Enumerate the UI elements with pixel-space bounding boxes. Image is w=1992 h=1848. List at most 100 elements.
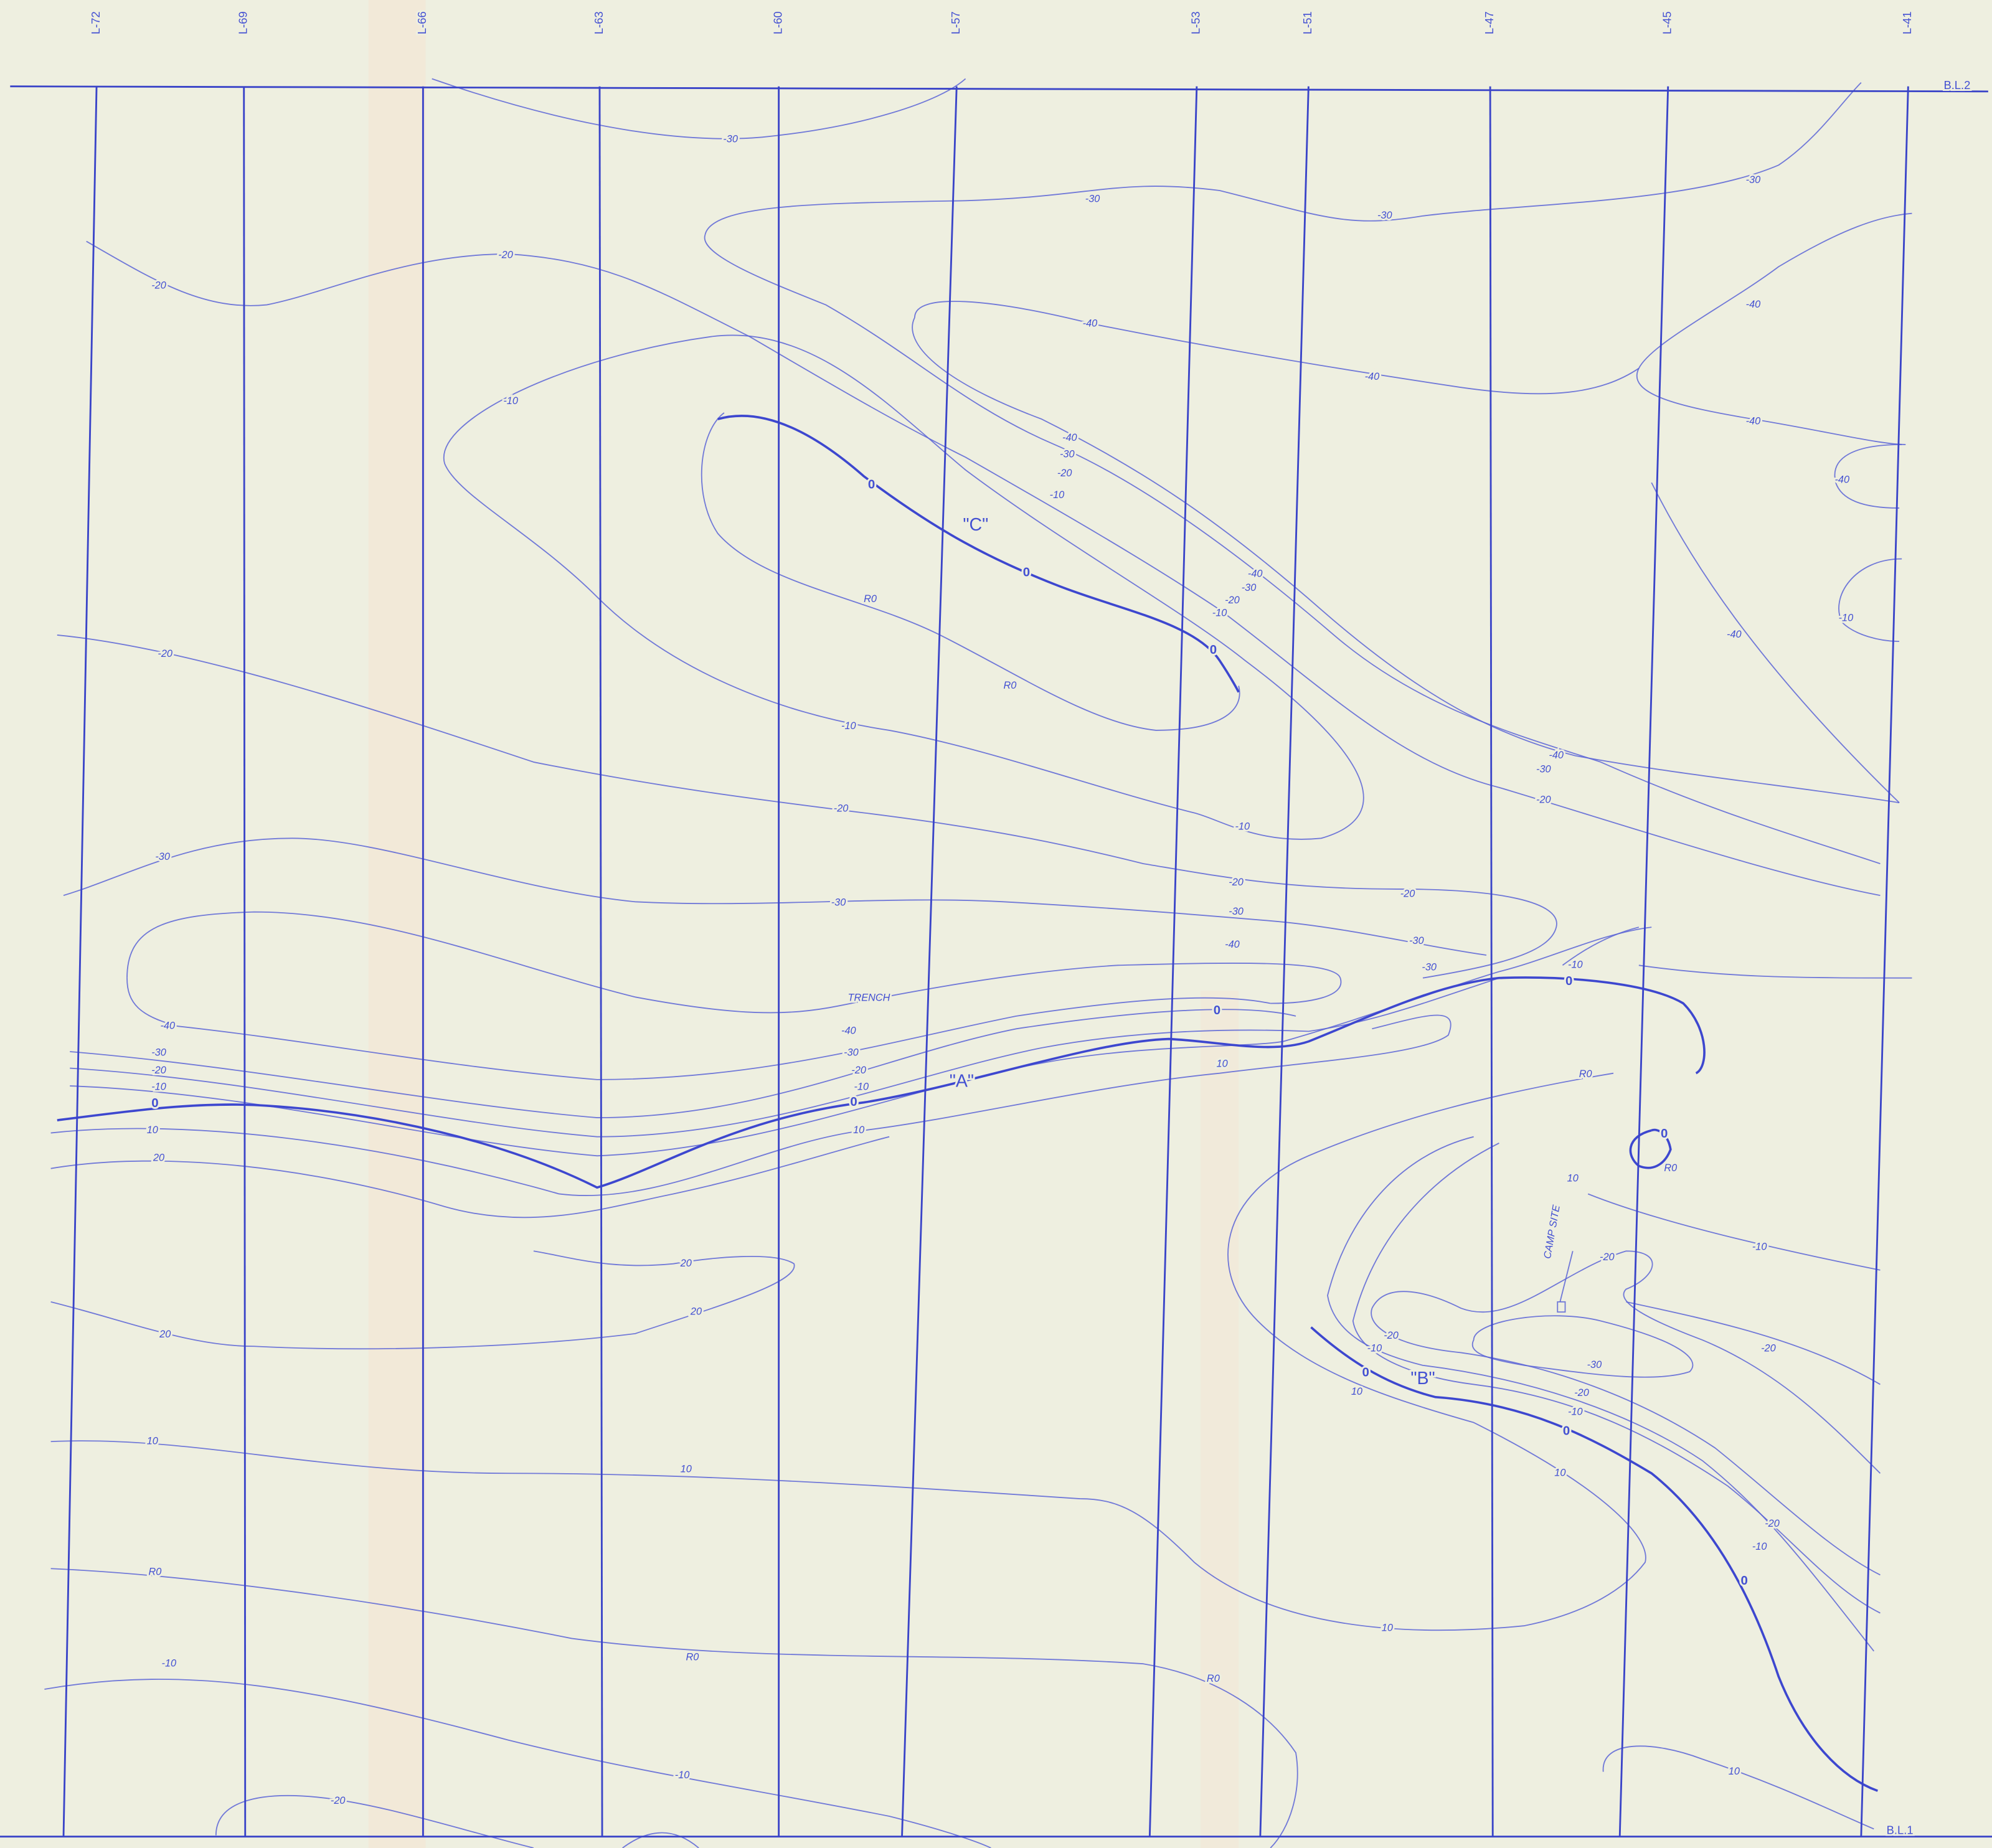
- survey-line-label: L-45: [1661, 11, 1674, 34]
- contour: [57, 634, 1557, 979]
- contour: [1638, 964, 1912, 979]
- survey-line-label: L-60: [771, 11, 784, 34]
- contour-label: -20: [1574, 1387, 1589, 1398]
- contours: [44, 78, 1912, 1848]
- contour-label: 0: [1210, 643, 1217, 657]
- contour: [126, 978, 1271, 1080]
- contour-label: -10: [151, 1081, 166, 1092]
- survey-line-label: L-51: [1301, 11, 1314, 34]
- baseline-label: B.L.2: [1943, 78, 1970, 92]
- contour-label: -10: [1568, 1407, 1583, 1418]
- contour-label: 10: [147, 1124, 158, 1136]
- survey-line-label: L-53: [1189, 11, 1202, 34]
- survey-line-label: L-57: [949, 11, 962, 34]
- contour: [443, 334, 1364, 840]
- survey-line-label: L-69: [237, 11, 250, 34]
- contour-label: 10: [853, 1124, 864, 1136]
- contour-label: -40: [1727, 629, 1742, 640]
- contour: [1636, 368, 1906, 445]
- contour-label: -30: [723, 134, 738, 145]
- contour-label: 20: [680, 1258, 692, 1269]
- survey-line-label: L-47: [1483, 11, 1496, 34]
- contour: [70, 1009, 1296, 1118]
- contour-label: -10: [162, 1658, 177, 1669]
- contour-label: 0: [1563, 1424, 1570, 1438]
- contour-label: -10: [503, 395, 518, 407]
- contour-label: R0: [1207, 1673, 1220, 1684]
- contour: [704, 235, 1881, 864]
- contour-label: 0: [1565, 974, 1572, 988]
- contour-label: 20: [690, 1306, 702, 1317]
- survey-line: [1259, 86, 1310, 1837]
- contour: [1371, 1308, 1881, 1576]
- contour: [1471, 1315, 1694, 1378]
- fold-stain: [368, 0, 426, 1848]
- contour-label: -20: [1765, 1518, 1780, 1529]
- baseline-label: B.L.1: [1887, 1824, 1914, 1837]
- contour: [1651, 482, 1900, 803]
- contour-label: -30: [831, 897, 846, 908]
- contour-label: -10: [841, 720, 856, 732]
- contour: [912, 317, 1900, 804]
- contour-label: -30: [155, 851, 170, 862]
- survey-line: [62, 86, 98, 1837]
- contour-label: -30: [1536, 763, 1551, 775]
- contour: [1587, 1193, 1881, 1271]
- contour-label: R0: [1579, 1068, 1592, 1080]
- contour-label: -40: [1746, 416, 1761, 427]
- contour-label: -20: [158, 648, 172, 659]
- contour: [44, 1679, 991, 1848]
- contour-label: 10: [681, 1463, 692, 1474]
- contour: [1602, 1745, 1874, 1830]
- contour: [622, 1832, 699, 1848]
- contour-label: -20: [851, 1065, 866, 1076]
- contour-label: -10: [1839, 613, 1854, 624]
- contour-label: -10: [1752, 1241, 1767, 1252]
- contour-label: -30: [1060, 449, 1075, 460]
- contour: [704, 82, 1862, 235]
- contour-label: -10: [1752, 1541, 1767, 1552]
- contour-label: -40: [1834, 474, 1849, 485]
- contour-label: 10: [147, 1436, 158, 1447]
- contour-label: -40: [1062, 432, 1077, 443]
- contour-label: 10: [1217, 1058, 1228, 1070]
- survey-line-label: L-63: [592, 11, 605, 34]
- contour: [1352, 1143, 1881, 1614]
- contour-label: 10: [1567, 1172, 1579, 1184]
- contour-label: -40: [1083, 318, 1098, 329]
- contour-label: -20: [498, 249, 513, 260]
- contour-label: -40: [1248, 568, 1263, 579]
- contour: [50, 1014, 1452, 1197]
- contour: [1834, 444, 1902, 509]
- contour-label: R0: [864, 593, 877, 605]
- contour-label: R0: [1004, 680, 1017, 691]
- contour-label: 0: [850, 1095, 857, 1109]
- contour: [50, 1568, 1298, 1848]
- contour-label: 0: [1740, 1574, 1747, 1588]
- contour-label: 20: [153, 1153, 164, 1164]
- contour: [914, 212, 1912, 395]
- contour-label: -30: [1085, 194, 1100, 205]
- contour-label: -40: [1225, 939, 1240, 950]
- contour-label: -10: [1235, 821, 1250, 832]
- contour-label: -10: [1050, 489, 1065, 501]
- survey-line: [901, 86, 958, 1837]
- contour-label: -30: [1409, 935, 1424, 946]
- contour-label: 0: [868, 478, 875, 492]
- fold-stain: [1200, 991, 1239, 1848]
- contour-label: -30: [1377, 210, 1392, 221]
- contour-label: -40: [1365, 371, 1380, 382]
- zero-contour: [57, 976, 1706, 1189]
- contour-label: -40: [841, 1025, 856, 1037]
- baseline: [10, 85, 1988, 93]
- contour-label: -40: [161, 1021, 176, 1032]
- contour-label: -20: [1761, 1343, 1776, 1354]
- contour-label: -10: [1568, 959, 1583, 971]
- contour-label: -20: [834, 803, 849, 814]
- contour: [1838, 558, 1902, 643]
- contour-label: -20: [1057, 468, 1072, 479]
- contour: [50, 1136, 890, 1219]
- zero-contour: [1629, 1128, 1672, 1169]
- survey-line: [1860, 86, 1909, 1837]
